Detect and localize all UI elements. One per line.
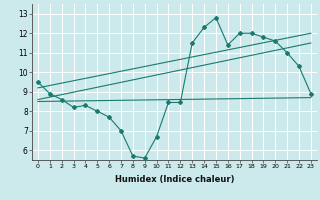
X-axis label: Humidex (Indice chaleur): Humidex (Indice chaleur) [115,175,234,184]
